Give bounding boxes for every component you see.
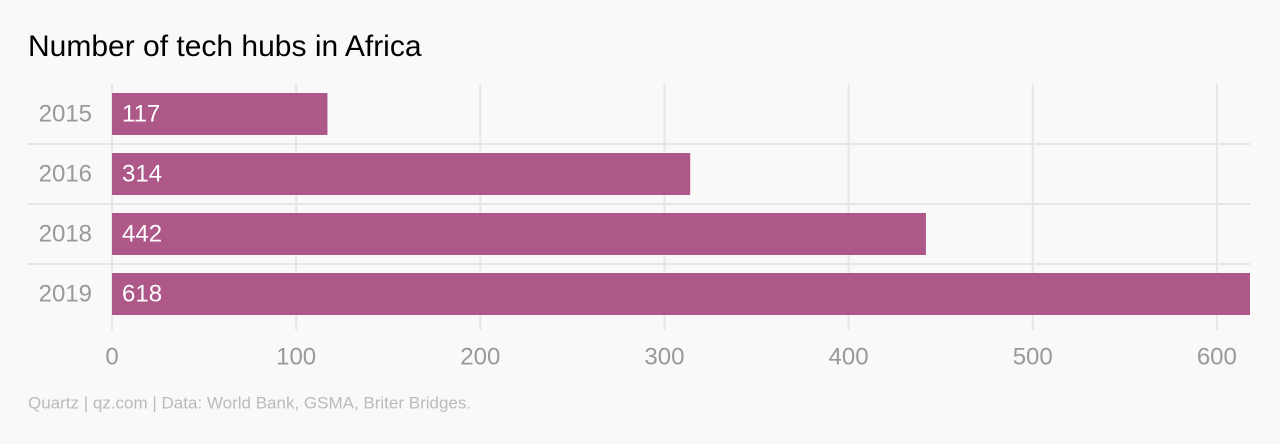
source-note: Quartz | qz.com | Data: World Bank, GSMA… (28, 393, 471, 412)
y-tick-label: 2018 (39, 220, 92, 247)
y-tick-label: 2016 (39, 160, 92, 187)
x-tick-label: 100 (276, 343, 316, 370)
x-tick-label: 200 (460, 343, 500, 370)
bar (112, 273, 1250, 315)
value-label: 314 (122, 160, 162, 187)
bar (112, 93, 328, 135)
x-tick-label: 300 (644, 343, 684, 370)
chart-title: Number of tech hubs in Africa (28, 30, 422, 63)
value-label: 442 (122, 220, 162, 247)
x-tick-label: 600 (1197, 343, 1237, 370)
bar (112, 213, 926, 255)
y-tick-label: 2019 (39, 280, 92, 307)
x-tick-label: 0 (105, 343, 118, 370)
x-tick-label: 400 (829, 343, 869, 370)
value-label: 618 (122, 280, 162, 307)
bar (112, 153, 691, 195)
value-label: 117 (122, 100, 160, 127)
y-tick-label: 2015 (39, 100, 92, 127)
x-tick-label: 500 (1013, 343, 1053, 370)
